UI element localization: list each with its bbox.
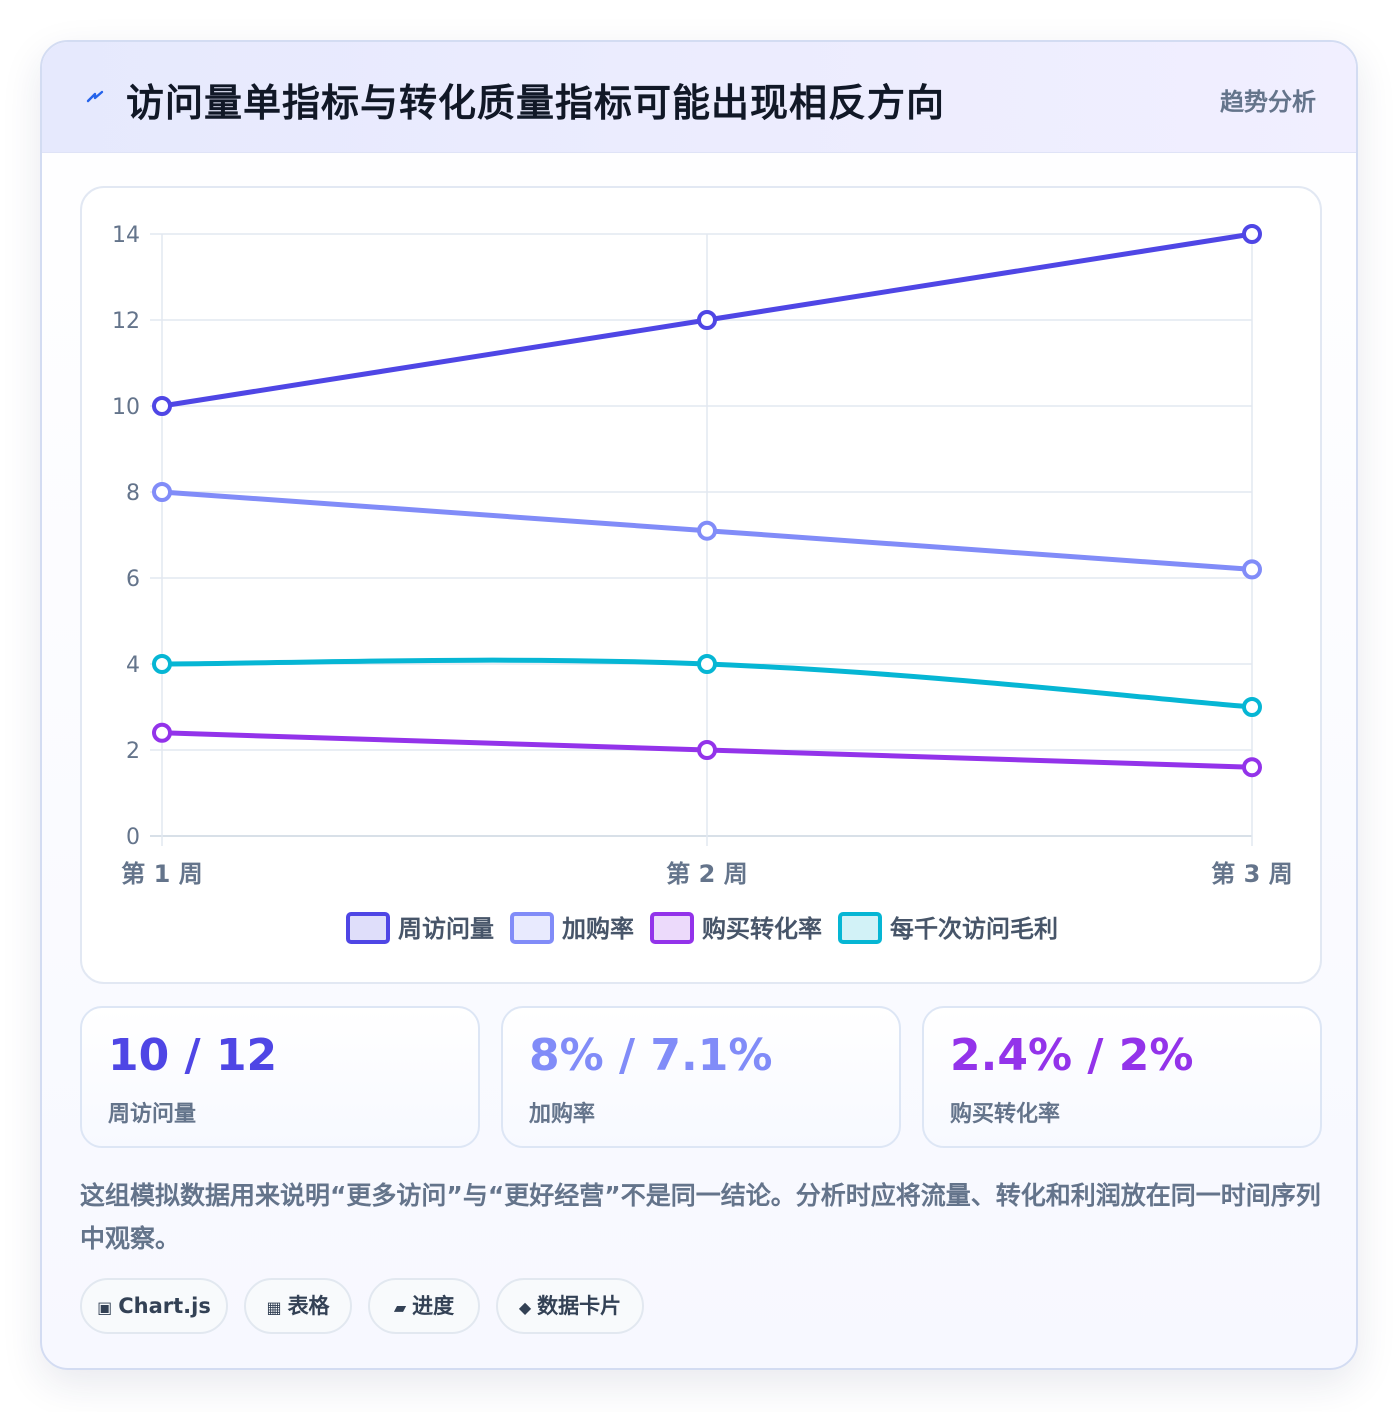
y-tick-label: 8 — [126, 481, 140, 506]
stat-card-visits: 10 / 12 周访问量 — [80, 1006, 480, 1148]
legend-swatch — [838, 912, 882, 944]
data-point — [697, 310, 717, 330]
analysis-note: 这组模拟数据用来说明“更多访问”与“更好经营”不是同一结论。分析时应将流量、转化… — [80, 1181, 1321, 1253]
x-tick-label: 第 1 周 — [121, 860, 202, 888]
data-point — [697, 654, 717, 674]
x-tick-label: 第 2 周 — [666, 860, 747, 888]
data-point — [152, 396, 172, 416]
stat-value: 10 / 12 — [108, 1030, 278, 1081]
pill-progress[interactable]: ▰ 进度 — [368, 1278, 480, 1334]
pill-label: 表格 — [287, 1294, 330, 1318]
lightning-icon — [86, 90, 104, 103]
y-tick-label: 0 — [126, 825, 140, 850]
series-group — [152, 224, 1262, 416]
y-tick-label: 6 — [126, 567, 140, 592]
chart-card: 访问量单指标与转化质量指标可能出现相反方向 趋势分析 0 2 4 6 8 10 12 14 第 … — [40, 40, 1358, 1370]
legend-label: 周访问量 — [398, 915, 494, 943]
stat-label: 购买转化率 — [950, 1102, 1061, 1127]
chart-container: 0 2 4 6 8 10 12 14 第 1 周 第 2 周 第 3 周周访问量 加购率 购买转化率 每千… — [80, 186, 1322, 984]
pill-chartjs[interactable]: ▣ Chart.js — [80, 1278, 228, 1334]
data-point — [1242, 224, 1262, 244]
pill-label: 数据卡片 — [537, 1294, 622, 1318]
legend-item: 加购率 — [510, 912, 634, 944]
data-point — [1242, 559, 1262, 580]
chart-icon: ▣ — [97, 1298, 113, 1317]
data-point — [1242, 697, 1262, 717]
x-tick-label: 第 3 周 — [1211, 860, 1292, 888]
table-icon: ▦ — [266, 1298, 282, 1317]
y-tick-label: 12 — [112, 309, 140, 334]
legend-item: 每千次访问毛利 — [838, 912, 1058, 944]
legend-swatch — [650, 912, 694, 944]
data-point — [152, 722, 172, 743]
stat-card-conversion: 2.4% / 2% 购买转化率 — [922, 1006, 1322, 1148]
y-tick-label: 14 — [112, 223, 140, 248]
stat-value: 2.4% / 2% — [950, 1030, 1194, 1081]
card-header: 访问量单指标与转化质量指标可能出现相反方向 趋势分析 — [42, 42, 1356, 153]
data-point — [152, 654, 172, 674]
series-group — [152, 722, 1262, 778]
data-point — [152, 482, 172, 502]
pill-label: 进度 — [412, 1294, 455, 1318]
legend-label: 每千次访问毛利 — [890, 915, 1058, 943]
legend-item: 购买转化率 — [650, 912, 822, 944]
progress-icon: ▰ — [393, 1298, 407, 1317]
pill-label: Chart.js — [118, 1294, 211, 1318]
series-group — [152, 654, 1262, 717]
legend-label: 加购率 — [562, 915, 634, 943]
data-point — [697, 520, 717, 541]
stat-label: 加购率 — [529, 1102, 596, 1127]
y-tick-label: 4 — [126, 653, 140, 678]
pill-table[interactable]: ▦ 表格 — [244, 1278, 352, 1334]
legend-item: 周访问量 — [346, 912, 494, 944]
y-tick-label: 10 — [112, 395, 140, 420]
stat-label: 周访问量 — [108, 1102, 197, 1127]
legend-swatch — [346, 912, 390, 944]
legend-label: 购买转化率 — [702, 915, 822, 943]
diamond-icon: ◆ — [518, 1298, 532, 1317]
category-tag: 趋势分析 — [1220, 88, 1316, 116]
page-title: 访问量单指标与转化质量指标可能出现相反方向 — [126, 81, 946, 125]
series-group — [152, 482, 1262, 580]
stat-value: 8% / 7.1% — [529, 1030, 773, 1081]
y-tick-label: 2 — [126, 739, 140, 764]
stat-card-add-to-cart: 8% / 7.1% 加购率 — [501, 1006, 901, 1148]
data-point — [697, 740, 717, 760]
data-point — [1242, 757, 1262, 778]
pill-data-card[interactable]: ◆ 数据卡片 — [496, 1278, 644, 1334]
legend-swatch — [510, 912, 554, 944]
